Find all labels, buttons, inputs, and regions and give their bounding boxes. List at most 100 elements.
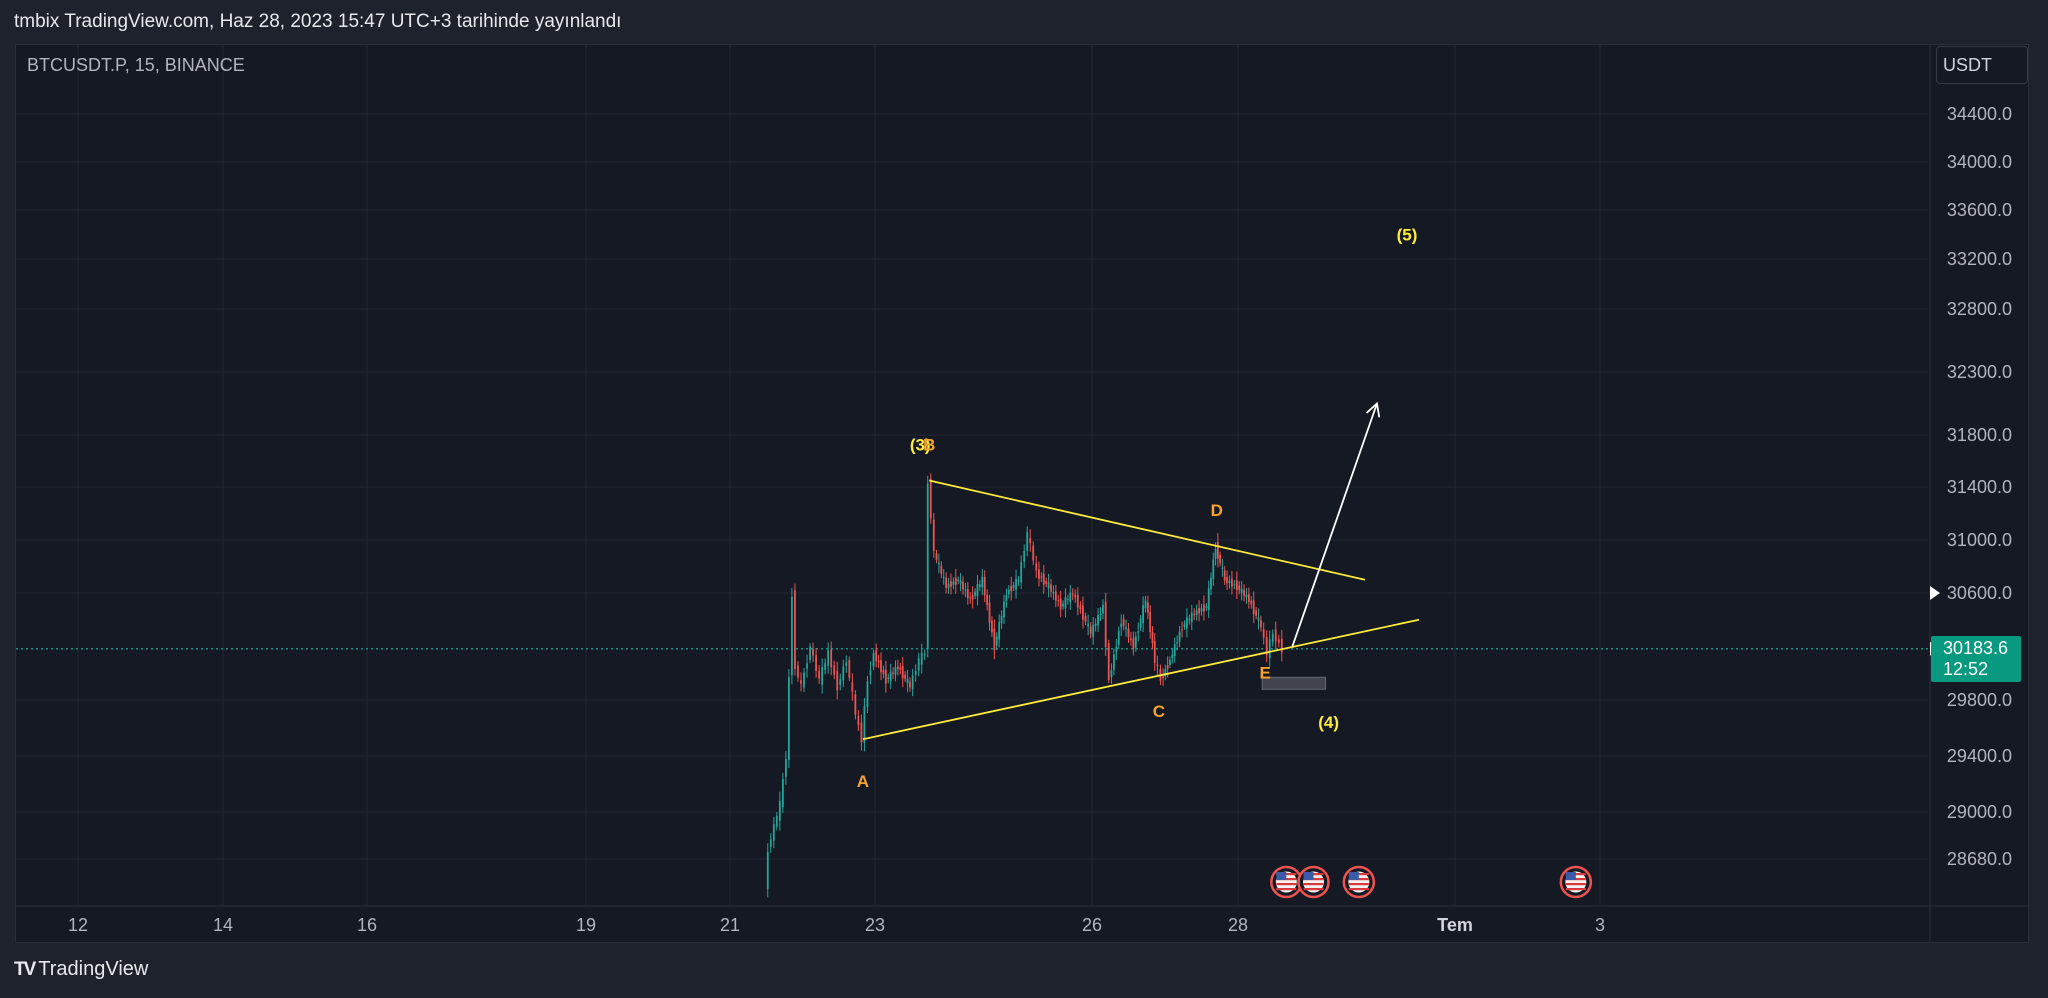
elliott-wave-label: (5)	[1397, 226, 1418, 245]
candle-body	[794, 590, 796, 669]
candle-body	[827, 650, 830, 666]
us-flag-event-icon[interactable]	[1297, 865, 1330, 899]
candle-body	[964, 589, 967, 591]
candle-body	[1069, 592, 1072, 603]
candle-body	[1035, 563, 1038, 571]
alert-marker-arrow	[1930, 586, 1940, 600]
candle-body	[818, 670, 821, 679]
candle-body	[1064, 597, 1067, 609]
candle-body	[947, 583, 950, 589]
candle-body	[1010, 585, 1013, 592]
candle-body	[803, 672, 805, 688]
candle-body	[904, 674, 907, 679]
flag-stripe	[1303, 888, 1324, 891]
candle-body	[981, 576, 984, 588]
candle-body	[1186, 617, 1188, 629]
candle-body	[998, 622, 1001, 640]
candle-body	[1125, 627, 1127, 629]
candle-body	[800, 680, 802, 684]
candle-body	[969, 597, 972, 599]
candle-body	[791, 596, 793, 676]
candle-body	[880, 660, 882, 673]
triangle-trendline	[862, 618, 1420, 741]
candle-body	[1032, 545, 1035, 561]
x-tick-label: 19	[576, 915, 596, 935]
candle-body	[959, 580, 962, 584]
flag-stripe	[1303, 883, 1324, 886]
candle-body	[974, 591, 976, 596]
candle-body	[1062, 603, 1064, 607]
candle-body	[1092, 624, 1095, 637]
current-price-value: 30183.6	[1943, 638, 2009, 658]
x-tick-label: 26	[1082, 915, 1102, 935]
candle-body	[1151, 631, 1154, 644]
candle-body	[769, 839, 772, 847]
candle-body	[1000, 615, 1003, 624]
candle-body	[877, 660, 880, 663]
candle-body	[962, 581, 964, 590]
economic-event-markers	[1270, 865, 1593, 899]
drawing-annotations: (3) (4) (5) A B C D E	[857, 226, 1420, 791]
candle-body	[1207, 588, 1210, 611]
x-tick-label: 21	[720, 915, 740, 935]
candle-body	[932, 519, 935, 552]
candle-body	[935, 553, 938, 560]
candle-body	[1188, 619, 1191, 621]
candle-body	[1216, 541, 1219, 559]
candle-body	[830, 649, 833, 668]
abcde-wave-label: E	[1260, 664, 1271, 683]
y-tick-label: 31800.0	[1947, 425, 2012, 445]
triangle-trendline	[929, 479, 1366, 581]
candle-body	[836, 670, 839, 691]
candle-body	[1164, 669, 1167, 676]
candle-body	[1087, 623, 1090, 627]
candle-body	[1066, 599, 1069, 601]
candle-body	[1195, 610, 1198, 615]
us-flag-event-icon[interactable]	[1559, 865, 1593, 899]
candle-body	[848, 659, 851, 678]
candle-body	[899, 667, 902, 670]
candle-body	[866, 681, 869, 708]
abcde-wave-label: D	[1211, 501, 1223, 520]
candle-body	[766, 852, 769, 889]
candle-body	[875, 650, 878, 661]
candle-body	[1005, 595, 1008, 601]
candle-body	[1226, 576, 1228, 584]
candle-body	[1255, 610, 1258, 616]
x-tick-label: 28	[1228, 915, 1248, 935]
candle-body	[952, 581, 955, 585]
y-tick-label: 30600.0	[1947, 583, 2012, 603]
flag-stripe	[1565, 888, 1586, 891]
candle-body	[1262, 629, 1265, 638]
tradingview-logo[interactable]: TV TradingView	[14, 958, 148, 981]
candle-body	[857, 715, 860, 726]
candle-body	[1117, 631, 1120, 645]
candle-body	[1277, 639, 1280, 643]
flag-canton	[1565, 872, 1576, 880]
bar-countdown: 12:52	[1943, 659, 1989, 679]
candle-body	[812, 649, 814, 656]
candle-body	[833, 665, 836, 675]
currency-button[interactable]: USDT	[1936, 46, 2028, 84]
candle-body	[988, 602, 991, 623]
candle-body	[1268, 639, 1271, 658]
candle-body	[1176, 642, 1179, 644]
us-flag-event-icon[interactable]	[1342, 865, 1376, 899]
us-flag-event-icon[interactable]	[1270, 865, 1303, 899]
chart-panel[interactable]	[15, 44, 2029, 943]
candle-body	[1200, 608, 1203, 612]
candle-body	[1122, 618, 1125, 626]
candle-body	[1050, 584, 1052, 592]
candle-body	[909, 681, 911, 688]
x-tick-label: 14	[213, 915, 233, 935]
candle-body	[1015, 578, 1017, 590]
candle-body	[1210, 577, 1212, 590]
candle-body	[839, 679, 842, 685]
y-tick-label: 28680.0	[1947, 849, 2012, 869]
candle-body	[954, 577, 957, 585]
candle-body	[1198, 607, 1200, 614]
candle-body	[1203, 604, 1205, 612]
flag-stripe	[1348, 883, 1369, 886]
candle-body	[926, 483, 929, 650]
